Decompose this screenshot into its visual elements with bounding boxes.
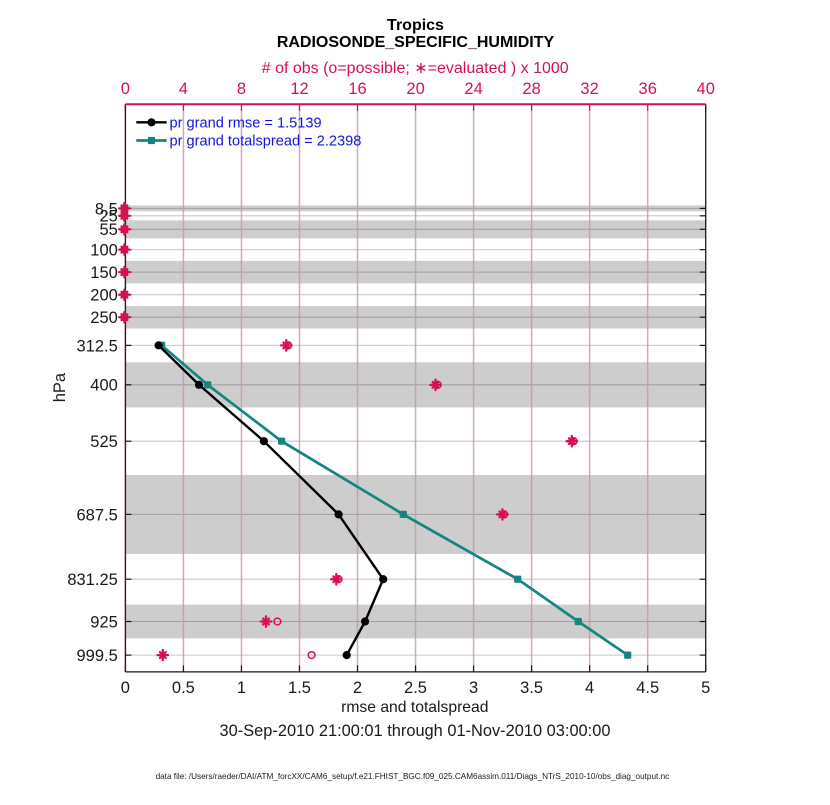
svg-text:32: 32 — [580, 80, 598, 98]
svg-text:925: 925 — [90, 613, 118, 631]
svg-text:0: 0 — [121, 80, 130, 98]
svg-text:999.5: 999.5 — [77, 647, 118, 665]
svg-text:8.5: 8.5 — [95, 200, 118, 218]
svg-text:30-Sep-2010 21:00:01 through 0: 30-Sep-2010 21:00:01 through 01-Nov-2010… — [220, 722, 611, 740]
svg-text:55: 55 — [99, 221, 117, 239]
svg-text:831.25: 831.25 — [67, 571, 117, 589]
svg-text:4.5: 4.5 — [636, 679, 659, 697]
svg-text:312.5: 312.5 — [77, 337, 118, 355]
svg-text:25: 25 — [99, 208, 117, 226]
svg-text:20: 20 — [406, 80, 424, 98]
svg-text:24: 24 — [464, 80, 482, 98]
svg-text:16: 16 — [348, 80, 366, 98]
svg-text:1: 1 — [237, 679, 246, 697]
svg-text:200: 200 — [90, 287, 118, 305]
svg-text:4: 4 — [179, 80, 188, 98]
svg-text:pr grand totalspread = 2.2398: pr grand totalspread = 2.2398 — [170, 134, 362, 150]
svg-text:3: 3 — [469, 679, 478, 697]
svg-text:rmse and totalspread: rmse and totalspread — [341, 699, 488, 716]
svg-text:40: 40 — [697, 80, 715, 98]
svg-text:28: 28 — [522, 80, 540, 98]
svg-text:250: 250 — [90, 309, 118, 327]
svg-text:data file: /Users/raeder/DAI/A: data file: /Users/raeder/DAI/ATM_forcXX/… — [156, 772, 670, 781]
svg-text:2.5: 2.5 — [404, 679, 427, 697]
svg-text:0: 0 — [121, 679, 130, 697]
svg-text:400: 400 — [90, 377, 118, 395]
svg-text:8: 8 — [237, 80, 246, 98]
svg-text:4: 4 — [585, 679, 594, 697]
svg-text:RADIOSONDE_SPECIFIC_HUMIDITY: RADIOSONDE_SPECIFIC_HUMIDITY — [277, 34, 555, 51]
svg-text:Tropics: Tropics — [387, 17, 444, 34]
svg-text:1.5: 1.5 — [288, 679, 311, 697]
svg-text:687.5: 687.5 — [77, 506, 118, 524]
svg-text:100: 100 — [90, 242, 118, 260]
svg-text:5: 5 — [701, 679, 710, 697]
svg-text:# of obs (o=possible; ∗=evalua: # of obs (o=possible; ∗=evaluated ) x 10… — [262, 60, 569, 77]
svg-text:3.5: 3.5 — [520, 679, 543, 697]
svg-text:hPa: hPa — [51, 372, 69, 402]
svg-text:pr grand rmse = 1.5139: pr grand rmse = 1.5139 — [170, 116, 322, 132]
svg-text:0.5: 0.5 — [172, 679, 195, 697]
svg-text:2: 2 — [353, 679, 362, 697]
svg-text:12: 12 — [290, 80, 308, 98]
svg-text:150: 150 — [90, 264, 118, 282]
svg-text:525: 525 — [90, 433, 118, 451]
svg-text:36: 36 — [639, 80, 657, 98]
